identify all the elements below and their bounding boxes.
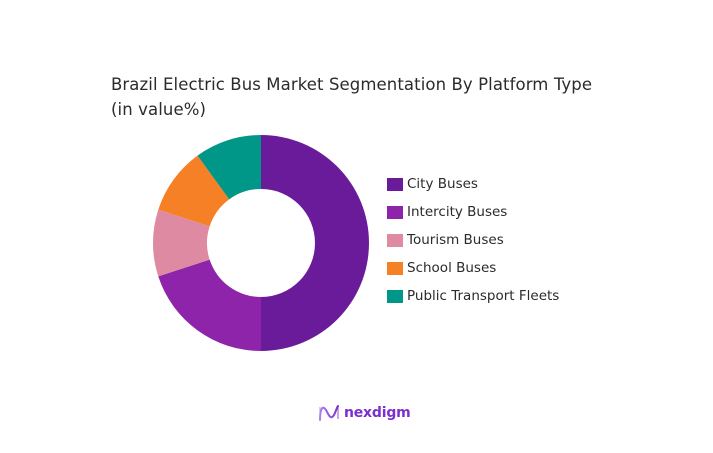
legend-item: Public Transport Fleets — [387, 282, 559, 310]
legend-label: Tourism Buses — [407, 232, 504, 248]
donut-chart — [153, 135, 369, 351]
legend-label: Public Transport Fleets — [407, 288, 560, 304]
donut-slice-city-buses — [261, 135, 369, 351]
donut-slice-intercity-buses — [158, 259, 261, 351]
legend-item: Tourism Buses — [387, 226, 559, 254]
legend-label: School Buses — [407, 260, 497, 276]
chart-title-line2: (in value%) — [111, 100, 207, 119]
legend-swatch — [387, 177, 403, 191]
nexdigm-logo: nexdigm — [318, 404, 411, 422]
chart-title-line1: Brazil Electric Bus Market Segmentation … — [111, 75, 593, 94]
donut-slice-public-transport-fleets — [197, 135, 261, 200]
nexdigm-wave-icon — [319, 405, 339, 421]
legend-label: Intercity Buses — [407, 204, 508, 220]
legend-item: School Buses — [387, 254, 559, 282]
legend-label: City Buses — [407, 176, 478, 192]
chart-legend: City Buses Intercity Buses Tourism Buses Sc… — [387, 170, 559, 310]
legend-swatch — [387, 261, 403, 275]
legend-swatch — [387, 289, 403, 303]
logo-text: nexdigm — [344, 405, 411, 421]
legend-item: Intercity Buses — [387, 198, 559, 226]
legend-item: City Buses — [387, 170, 559, 198]
legend-swatch — [387, 233, 403, 247]
chart-title: Brazil Electric Bus Market Segmentation … — [111, 72, 592, 122]
donut-slice-tourism-buses — [153, 209, 210, 277]
legend-swatch — [387, 205, 403, 219]
donut-slice-school-buses — [158, 155, 230, 227]
